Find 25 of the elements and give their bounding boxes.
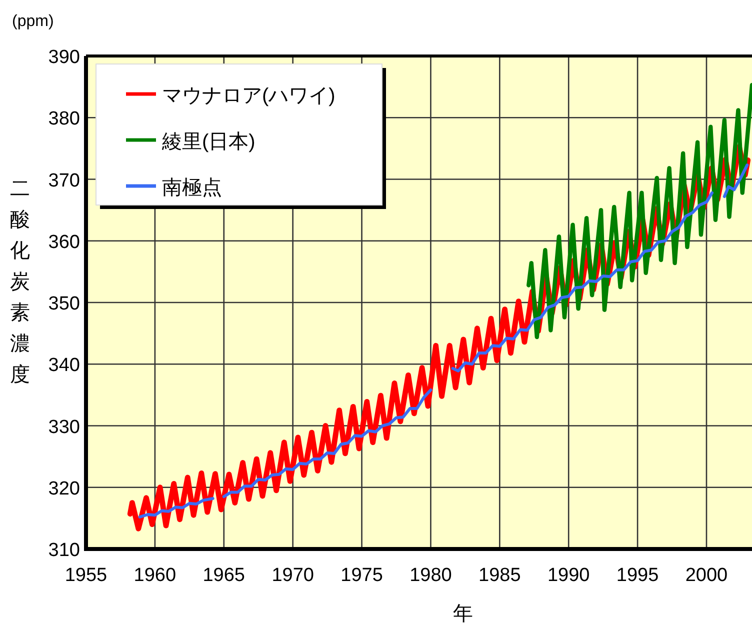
y-tick-label: 350 — [48, 294, 80, 314]
x-tick-label: 1960 — [134, 565, 176, 586]
y-tick-label: 320 — [48, 478, 80, 500]
y-tick-label: 340 — [48, 355, 80, 376]
x-tick-label: 1985 — [478, 565, 521, 586]
x-tick-label: 1970 — [272, 565, 314, 586]
x-tick-label: 2000 — [685, 565, 728, 586]
y-tick-label: 380 — [48, 108, 80, 130]
y-tick-label: 330 — [48, 416, 80, 438]
y-tick-label: 310 — [48, 540, 80, 561]
x-tick-label: 1955 — [64, 565, 108, 586]
x-axis-title: 年 — [453, 603, 473, 625]
x-tick-label: 1995 — [616, 565, 659, 586]
legend-label: マウナロア(ハワイ) — [162, 85, 336, 107]
x-tick-label: 1990 — [547, 565, 590, 586]
text: (ppm) — [12, 13, 54, 30]
x-tick-label: 1965 — [202, 565, 246, 586]
x-tick-label: 1975 — [340, 565, 383, 586]
x-tick-label: 1980 — [410, 565, 452, 586]
y-tick-label: 360 — [48, 232, 80, 253]
y-tick-label: 370 — [48, 170, 80, 192]
y-tick-label: 390 — [48, 47, 80, 68]
legend-label: 南極点 — [162, 177, 222, 199]
y-axis-title: 二酸化炭素濃度 — [10, 178, 30, 386]
legend-label: 綾里(日本) — [161, 131, 256, 153]
